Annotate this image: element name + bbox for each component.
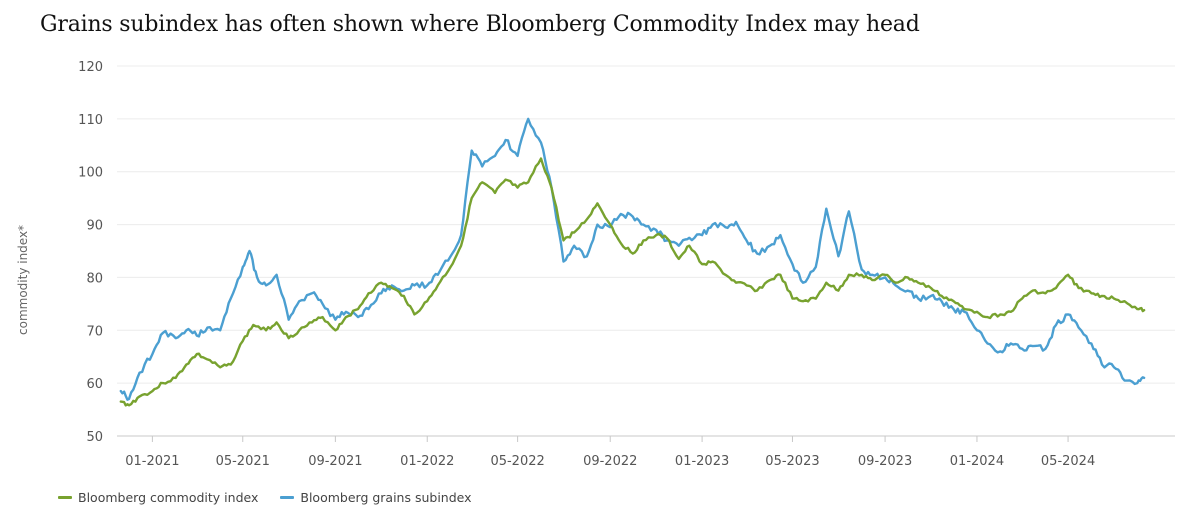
legend-swatch-grains (280, 496, 295, 499)
x-tick-label: 09-2022 (583, 454, 637, 469)
grid-lines (117, 65, 1175, 437)
x-tick-label: 09-2021 (308, 454, 362, 469)
legend-item-commodity[interactable]: Bloomberg commodity index (58, 490, 258, 505)
x-tick-label: 09-2023 (858, 454, 912, 469)
y-tick-label: 80 (86, 271, 103, 286)
legend-item-grains[interactable]: Bloomberg grains subindex (280, 490, 472, 505)
y-tick-label: 120 (78, 60, 103, 75)
y-tick-label: 70 (86, 324, 103, 339)
y-axis-ticks: 50 60 70 80 90 100 110 120 (78, 60, 103, 445)
grains-subindex-line[interactable] (119, 117, 1146, 401)
x-tick-label: 05-2023 (765, 454, 819, 469)
y-tick-label: 100 (78, 166, 103, 181)
legend: Bloomberg commodity index Bloomberg grai… (58, 490, 472, 505)
x-tick-label: 01-2022 (400, 454, 454, 469)
legend-swatch-commodity (58, 496, 72, 499)
x-tick-label: 05-2024 (1041, 454, 1095, 469)
y-tick-label: 50 (86, 430, 103, 445)
x-tick-label: 01-2024 (950, 454, 1004, 469)
x-tick-label: 05-2022 (490, 454, 544, 469)
line-chart: 50 60 70 80 90 100 110 120 01-2021 05-2021 09-202… (78, 60, 1175, 469)
y-tick-label: 110 (78, 113, 103, 128)
chart-title: Grains subindex has often shown where Bl… (40, 12, 920, 37)
x-tick-label: 01-2023 (675, 454, 729, 469)
commodity-index-line[interactable] (119, 157, 1146, 407)
y-tick-label: 60 (86, 377, 103, 392)
x-tick-label: 01-2021 (125, 454, 179, 469)
legend-label-commodity: Bloomberg commodity index (78, 490, 259, 505)
legend-label-grains: Bloomberg grains subindex (300, 490, 472, 505)
x-tick-label: 05-2021 (216, 454, 270, 469)
series-lines (119, 117, 1146, 407)
y-tick-label: 90 (86, 219, 103, 234)
x-axis-ticks: 01-2021 05-2021 09-2021 01-2022 05-2022 09-20… (125, 436, 1095, 469)
